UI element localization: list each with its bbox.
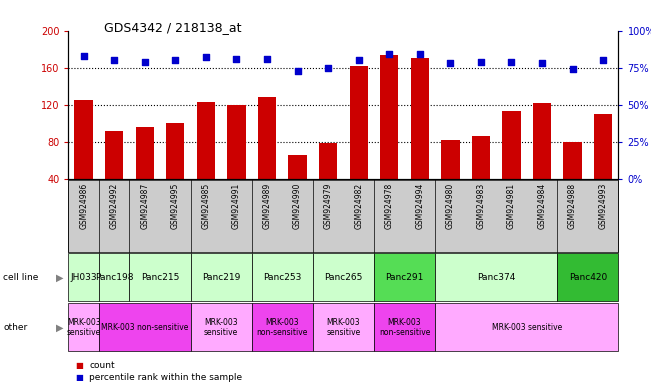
Text: other: other <box>3 323 27 332</box>
Point <box>353 57 364 63</box>
Text: GSM924995: GSM924995 <box>171 182 180 229</box>
Bar <box>533 103 551 215</box>
Point <box>231 56 242 62</box>
Text: ■: ■ <box>75 361 83 370</box>
Text: GSM924980: GSM924980 <box>446 182 455 228</box>
Text: GSM924988: GSM924988 <box>568 182 577 228</box>
Point <box>139 59 150 65</box>
Bar <box>350 66 368 215</box>
Text: MRK-003
sensitive: MRK-003 sensitive <box>326 318 361 337</box>
Bar <box>380 55 398 215</box>
Text: GSM924985: GSM924985 <box>201 182 210 228</box>
Point <box>445 60 456 66</box>
Text: GSM924989: GSM924989 <box>262 182 271 228</box>
Point <box>537 60 547 66</box>
Text: GSM924990: GSM924990 <box>293 182 302 229</box>
Bar <box>472 136 490 215</box>
Text: MRK-003 sensitive: MRK-003 sensitive <box>492 323 562 332</box>
Text: Panc253: Panc253 <box>263 273 301 282</box>
Text: ▶: ▶ <box>56 322 64 333</box>
Point <box>568 66 578 72</box>
Text: cell line: cell line <box>3 273 38 282</box>
Point <box>170 57 180 63</box>
Text: JH033: JH033 <box>70 273 97 282</box>
Text: MRK-003 non-sensitive: MRK-003 non-sensitive <box>101 323 188 332</box>
Point <box>78 53 89 59</box>
Point <box>476 59 486 65</box>
Bar <box>74 100 93 215</box>
Point <box>415 51 425 58</box>
Text: GSM924982: GSM924982 <box>354 182 363 228</box>
Bar <box>441 140 460 215</box>
Text: MRK-003
sensitive: MRK-003 sensitive <box>204 318 238 337</box>
Text: GSM924994: GSM924994 <box>415 182 424 229</box>
Text: GSM924991: GSM924991 <box>232 182 241 228</box>
Bar <box>227 105 245 215</box>
Text: count: count <box>89 361 115 370</box>
Text: MRK-003
non-sensitive: MRK-003 non-sensitive <box>379 318 430 337</box>
Text: Panc291: Panc291 <box>385 273 424 282</box>
Bar <box>258 97 276 215</box>
Text: GSM924979: GSM924979 <box>324 182 333 229</box>
Text: Panc374: Panc374 <box>477 273 516 282</box>
Text: GSM924981: GSM924981 <box>507 182 516 228</box>
Text: GSM924984: GSM924984 <box>538 182 547 228</box>
Bar <box>411 58 429 215</box>
Point <box>506 59 517 65</box>
Text: GSM924986: GSM924986 <box>79 182 88 228</box>
Bar <box>166 123 184 215</box>
Text: GSM924993: GSM924993 <box>599 182 607 229</box>
Bar <box>197 102 215 215</box>
Point <box>109 57 119 63</box>
Bar <box>135 127 154 215</box>
Text: GSM924987: GSM924987 <box>140 182 149 228</box>
Text: Panc265: Panc265 <box>324 273 363 282</box>
Bar <box>319 144 337 215</box>
Point <box>262 56 272 62</box>
Bar <box>594 114 613 215</box>
Bar <box>105 131 124 215</box>
Text: MRK-003
sensitive: MRK-003 sensitive <box>66 318 101 337</box>
Text: ■: ■ <box>75 372 83 382</box>
Point <box>598 57 609 63</box>
Bar <box>288 156 307 215</box>
Text: GSM924978: GSM924978 <box>385 182 394 228</box>
Point <box>292 68 303 74</box>
Text: ▶: ▶ <box>56 272 64 283</box>
Point <box>384 51 395 58</box>
Bar <box>563 142 582 215</box>
Point <box>323 65 333 71</box>
Text: percentile rank within the sample: percentile rank within the sample <box>89 372 242 382</box>
Text: Panc420: Panc420 <box>569 273 607 282</box>
Bar <box>503 111 521 215</box>
Text: GSM924992: GSM924992 <box>110 182 118 228</box>
Text: MRK-003
non-sensitive: MRK-003 non-sensitive <box>256 318 308 337</box>
Point <box>201 54 211 60</box>
Text: GSM924983: GSM924983 <box>477 182 486 228</box>
Text: Panc219: Panc219 <box>202 273 240 282</box>
Text: Panc215: Panc215 <box>141 273 179 282</box>
Text: Panc198: Panc198 <box>95 273 133 282</box>
Text: GDS4342 / 218138_at: GDS4342 / 218138_at <box>104 21 242 34</box>
